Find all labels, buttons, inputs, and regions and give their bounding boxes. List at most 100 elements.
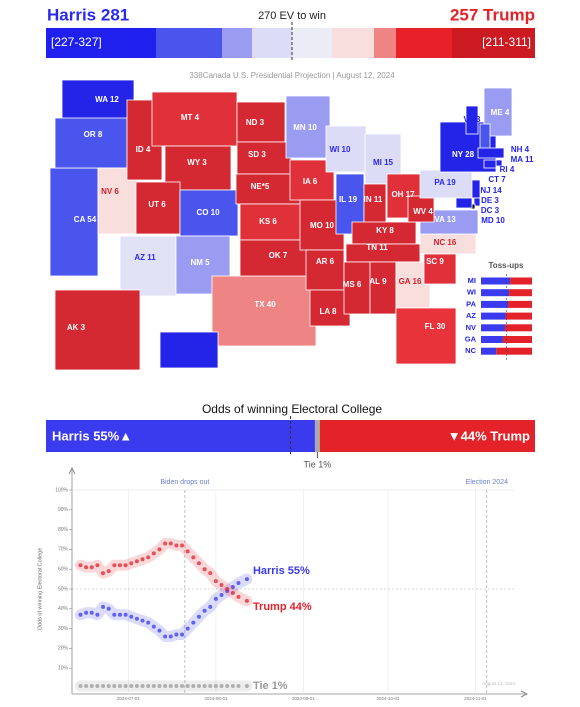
tossup-trump [509, 289, 532, 297]
bar-segment [396, 28, 452, 58]
state-label: NJ 14 [480, 186, 502, 195]
data-point [117, 684, 122, 689]
data-point [134, 616, 139, 621]
data-point [202, 684, 207, 689]
tossup-label: AZ [466, 311, 476, 320]
data-point [146, 684, 151, 689]
data-point [84, 610, 89, 615]
data-point [134, 559, 139, 564]
state-label: IA 6 [303, 177, 318, 186]
data-point [101, 604, 106, 609]
data-point [230, 585, 235, 590]
annotation-label: Election 2024 [466, 479, 509, 486]
data-point [101, 571, 106, 576]
state [325, 125, 367, 173]
state-label: WA 12 [95, 95, 119, 104]
tossup-trump [504, 324, 532, 332]
tossup-label: NC [465, 346, 476, 355]
data-point [174, 632, 179, 637]
axis-arrow [520, 690, 529, 698]
data-point [106, 684, 111, 689]
data-point [213, 596, 218, 601]
data-point [157, 547, 162, 552]
data-point [129, 561, 134, 566]
x-tick-label: 2024-07-01 [117, 696, 141, 701]
state-label: IN 11 [364, 195, 383, 204]
state-label: VA 13 [434, 215, 456, 224]
state-label: WV 4 [413, 207, 433, 216]
data-point [101, 684, 106, 689]
data-point [168, 684, 173, 689]
state-label: VT 3 [464, 115, 481, 124]
data-point [191, 620, 196, 625]
state [471, 179, 481, 199]
state-label: MO 10 [310, 221, 335, 230]
state-label: CA 54 [74, 215, 97, 224]
bar-segment [292, 28, 332, 58]
data-point [244, 684, 249, 689]
odds-harris-label: Harris 55%▲ [52, 428, 132, 443]
data-point [213, 684, 218, 689]
data-point [146, 620, 151, 625]
data-point [106, 569, 111, 574]
state [236, 141, 292, 175]
y-tick-label: 10% [58, 666, 69, 672]
data-point [185, 549, 190, 554]
data-point [208, 684, 213, 689]
tossup-harris [481, 289, 510, 297]
tossup-harris [481, 300, 509, 308]
data-point [225, 684, 230, 689]
x-tick-label: 2024-10-01 [377, 696, 401, 701]
data-point [157, 684, 162, 689]
data-point [78, 612, 83, 617]
state-label: ND 3 [246, 118, 265, 127]
state-label: OH 17 [391, 190, 415, 199]
series-label: Trump 44% [253, 601, 312, 613]
state [423, 251, 457, 285]
state-label: IL 19 [339, 195, 358, 204]
x-tick-label: 2024-08-01 [204, 696, 228, 701]
data-point [168, 541, 173, 546]
harris-total: Harris 281 [47, 5, 129, 24]
state [479, 123, 491, 151]
data-point [244, 577, 249, 582]
data-point [191, 555, 196, 560]
state [151, 91, 238, 147]
data-point [95, 684, 100, 689]
tossup-label: WI [467, 288, 476, 297]
state [135, 181, 181, 235]
data-point [163, 634, 168, 639]
bar-segment [222, 28, 252, 58]
ev-bar [46, 22, 535, 62]
state-label: PA 19 [434, 178, 456, 187]
data-point [202, 608, 207, 613]
state-label: MD 10 [481, 216, 505, 225]
tossup-trump [508, 300, 532, 308]
data-point [140, 557, 145, 562]
y-tick-label: 50% [58, 586, 69, 592]
state [343, 261, 371, 315]
y-tick-label: 40% [58, 606, 69, 612]
trump-total: 257 Trump [450, 5, 535, 24]
bar-segment [156, 28, 222, 58]
x-tick-label: 2024-11-01 [464, 696, 487, 701]
bar-segment [46, 28, 156, 58]
state-label: MT 4 [181, 113, 200, 122]
tossup-label: MI [468, 276, 476, 285]
data-point [129, 614, 134, 619]
odds-trump-label: ▼44% Trump [448, 428, 530, 443]
tossup-label: PA [466, 299, 476, 308]
state-label: FL 30 [425, 322, 446, 331]
tossup-trump [502, 336, 532, 343]
odds-title: Odds of winning Electoral College [202, 402, 382, 416]
y-tick-label: 90% [58, 507, 69, 513]
state-label: ID 4 [136, 145, 151, 154]
bar-segment [332, 28, 374, 58]
annotation-label: Biden drops out [160, 479, 209, 486]
data-point [89, 684, 94, 689]
data-point [89, 565, 94, 570]
tossup-label: NV [466, 323, 476, 332]
data-point [202, 567, 207, 572]
harris-range: [227-327] [51, 35, 102, 49]
